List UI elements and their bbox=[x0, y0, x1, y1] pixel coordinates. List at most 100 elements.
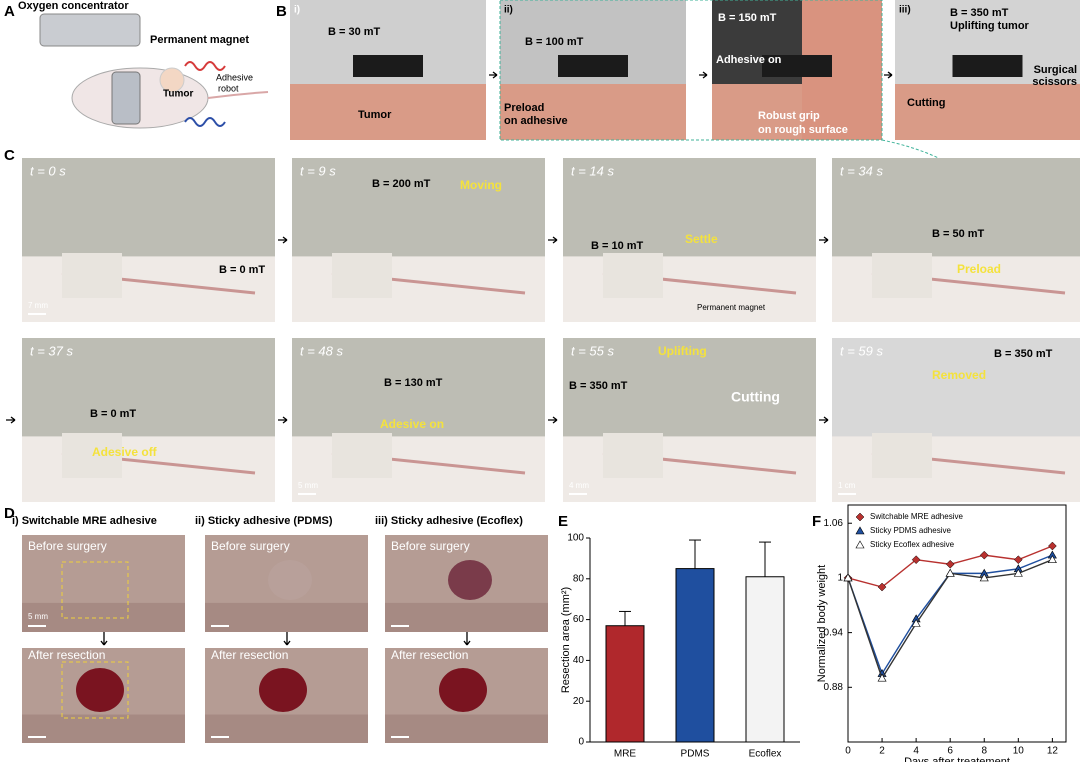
arrow bbox=[6, 416, 16, 424]
arrow bbox=[819, 236, 829, 244]
photo-floor bbox=[385, 714, 548, 743]
arrow bbox=[463, 632, 471, 646]
x-tick-label: 10 bbox=[1013, 746, 1025, 757]
marker bbox=[877, 582, 887, 592]
time-label: t = 55 s bbox=[571, 343, 614, 358]
arrow bbox=[548, 416, 558, 424]
scale-label: 1 cm bbox=[838, 481, 856, 490]
tumor-mark bbox=[159, 67, 185, 93]
photo-label: Before surgery bbox=[28, 539, 107, 553]
subpanel-tag: i) bbox=[294, 5, 300, 16]
time-label: t = 0 s bbox=[30, 163, 66, 178]
panel-b-label: Preload bbox=[504, 102, 544, 114]
panel-c-label: B = 10 mT bbox=[591, 240, 644, 252]
panel-b-label: B = 30 mT bbox=[328, 26, 381, 38]
photo-floor bbox=[563, 436, 816, 502]
marker bbox=[979, 573, 989, 582]
photo-floor bbox=[500, 84, 686, 140]
wound bbox=[439, 668, 487, 712]
marker bbox=[1048, 541, 1057, 551]
panel-label: B bbox=[276, 3, 287, 20]
panel-c-label: B = 0 mT bbox=[219, 264, 265, 276]
time-label: t = 59 s bbox=[840, 343, 883, 358]
panel-b-label: on adhesive bbox=[504, 115, 568, 127]
legend-label: Sticky PDMS adhesive bbox=[870, 526, 951, 535]
scale-label: 5 mm bbox=[28, 612, 48, 621]
column-title: i) Switchable MRE adhesive bbox=[12, 515, 157, 527]
y-tick-label: 0 bbox=[578, 737, 584, 748]
panel-b-label: B = 150 mT bbox=[718, 12, 777, 24]
arrow bbox=[819, 416, 829, 424]
marker bbox=[945, 559, 955, 569]
photo-floor bbox=[205, 602, 368, 632]
subpanel-tag: iii) bbox=[899, 5, 911, 16]
panel-b-label: Adhesive on bbox=[716, 54, 782, 66]
time-label: t = 9 s bbox=[300, 163, 336, 178]
x-tick-label: 2 bbox=[879, 746, 885, 757]
panel-a-label: Tumor bbox=[163, 89, 193, 100]
wound bbox=[76, 668, 124, 712]
panel-b-label: B = 100 mT bbox=[525, 36, 584, 48]
panel-label: E bbox=[558, 513, 568, 530]
photo-label: After resection bbox=[28, 648, 105, 662]
bar bbox=[745, 576, 785, 743]
y-tick-label: 1.06 bbox=[824, 518, 844, 529]
gauze bbox=[62, 433, 122, 478]
photo-floor bbox=[292, 256, 545, 322]
time-label: t = 48 s bbox=[300, 343, 343, 358]
panel-c-label: Adesive on bbox=[380, 417, 444, 431]
photo-label: After resection bbox=[211, 648, 288, 662]
panel-b-label: Uplifting tumor bbox=[950, 20, 1030, 32]
panel-label: A bbox=[4, 3, 15, 20]
legend-label: Switchable MRE adhesive bbox=[870, 512, 963, 521]
marker bbox=[911, 555, 921, 565]
marker bbox=[979, 550, 989, 560]
panel-c-label: B = 350 mT bbox=[994, 348, 1053, 360]
panel-b-label: Robust grip bbox=[758, 110, 820, 122]
marker bbox=[1047, 555, 1057, 563]
time-label: t = 14 s bbox=[571, 163, 614, 178]
panel-label: D bbox=[4, 505, 15, 522]
roi bbox=[61, 561, 129, 619]
photo-floor bbox=[22, 602, 185, 632]
gauze bbox=[62, 253, 122, 298]
panel-c-label: Removed bbox=[932, 368, 986, 382]
gauze bbox=[603, 253, 663, 298]
y-tick-label: 60 bbox=[573, 614, 585, 625]
roi bbox=[61, 661, 129, 719]
marker bbox=[1013, 568, 1023, 577]
panel-b-label: B = 350 mT bbox=[950, 7, 1009, 19]
panel-label: F bbox=[812, 513, 821, 530]
x-axis-label: Days after treatement bbox=[904, 756, 1010, 762]
magnet bbox=[111, 71, 141, 125]
gauze bbox=[332, 433, 392, 478]
y-tick-label: 80 bbox=[573, 573, 585, 584]
coil-red bbox=[184, 61, 226, 71]
arrow bbox=[884, 71, 893, 79]
panel-a-label: Permanent magnet bbox=[150, 34, 249, 46]
tumor bbox=[448, 560, 492, 600]
panel-c-label: B = 0 mT bbox=[90, 408, 136, 420]
coil-blue bbox=[184, 117, 226, 127]
panel-c-label: B = 50 mT bbox=[932, 228, 985, 240]
zoom-box bbox=[499, 0, 883, 141]
wound bbox=[259, 668, 307, 712]
x-tick-label: 6 bbox=[947, 746, 953, 757]
concentrator bbox=[39, 13, 141, 47]
panel-c-label: Adesive off bbox=[92, 445, 158, 459]
photo-floor bbox=[895, 84, 1080, 140]
time-label: t = 37 s bbox=[30, 343, 73, 358]
photo-floor bbox=[290, 84, 486, 140]
panel-c-label: B = 130 mT bbox=[384, 377, 443, 389]
gauze bbox=[872, 433, 932, 478]
panel-c-label: Moving bbox=[460, 178, 502, 192]
panel-b-label: Surgical bbox=[1034, 64, 1077, 76]
photo-label: Before surgery bbox=[391, 539, 470, 553]
panel-b-label: Cutting bbox=[907, 97, 945, 109]
tumor bbox=[268, 560, 312, 600]
x-tick-label: PDMS bbox=[681, 749, 710, 760]
scale-label: 7 mm bbox=[28, 301, 48, 310]
column-title: iii) Sticky adhesive (Ecoflex) bbox=[375, 515, 523, 527]
marker bbox=[911, 618, 921, 627]
arrow bbox=[278, 236, 288, 244]
